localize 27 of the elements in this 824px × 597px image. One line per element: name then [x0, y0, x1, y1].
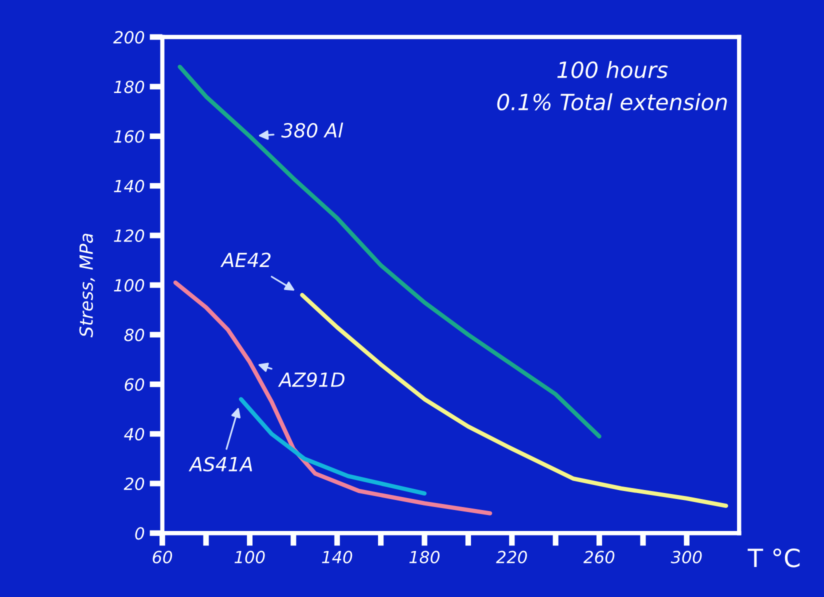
y-tick-label: 140	[114, 180, 144, 192]
y-tick-label: 40	[124, 428, 144, 440]
text: AE42	[220, 252, 271, 268]
y-tick-label: 200	[113, 30, 144, 44]
x-tick-label: 60	[152, 550, 172, 564]
annotation: 0.1% Total extension	[497, 93, 727, 110]
y-tick-label: 80	[124, 328, 144, 342]
x-tick-label: 300	[670, 550, 702, 564]
y-axis-title: Stress, MPa	[79, 234, 95, 338]
series-label: 380 Al	[281, 122, 344, 138]
x-tick-label: 260	[583, 550, 614, 564]
y-tick-label: 0	[135, 527, 144, 540]
x-tick-label: 140	[322, 550, 352, 564]
x-axis-title: T °C	[748, 548, 800, 568]
y-tick-label: 60	[124, 378, 144, 391]
series-label: AS41A	[188, 456, 252, 472]
x-tick-label: 180	[409, 550, 440, 564]
x-tick-label: 100	[234, 550, 265, 564]
y-tick-label: 180	[114, 80, 144, 94]
annotation: 100 hours	[557, 60, 668, 78]
series-label: AZ91D	[278, 372, 344, 388]
y-tick-label: 100	[114, 279, 144, 292]
y-tick-label: 160	[114, 130, 144, 143]
line-series	[173, 280, 492, 516]
y-tick-label: 120	[114, 229, 144, 242]
x-tick-label: 220	[496, 550, 527, 564]
y-tick-label: 20	[124, 477, 144, 490]
